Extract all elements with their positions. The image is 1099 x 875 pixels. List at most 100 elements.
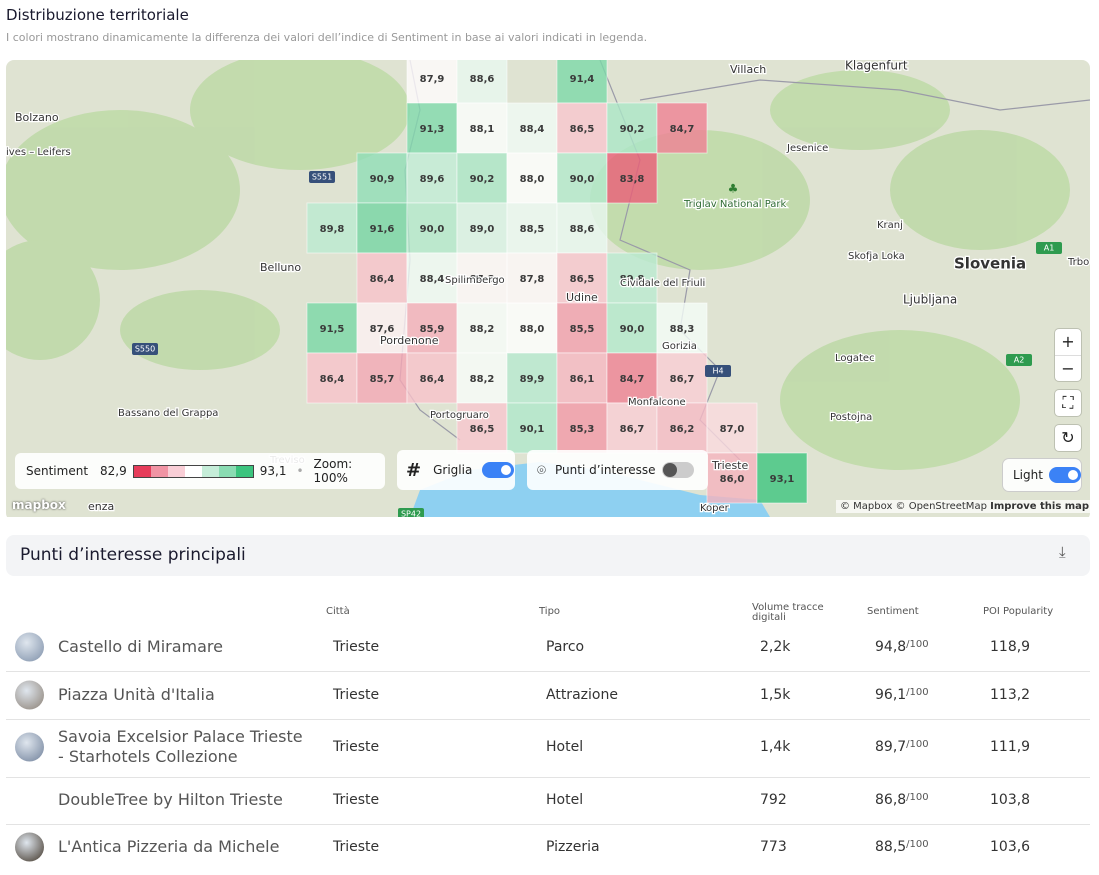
road-label: H4: [712, 367, 723, 376]
subtitle: I colori mostrano dinamicamente la diffe…: [6, 31, 648, 44]
grid-value: 91,4: [570, 74, 595, 85]
grid-value: 87,9: [420, 74, 445, 85]
popularity-value: 111,9: [990, 739, 1031, 755]
sentiment-value: 88,5: [875, 839, 907, 855]
grid-value: 88,3: [670, 324, 695, 335]
place-label: Jesenice: [786, 143, 828, 154]
popularity: 103,8: [990, 792, 1030, 808]
legend-swatch: [218, 465, 236, 477]
section-header: Punti d’interesse principali ⤓: [6, 535, 1090, 576]
place-label: ives – Leifers: [6, 147, 71, 158]
grid-label: Griglia: [433, 463, 473, 477]
row-divider: [6, 719, 1090, 720]
grid-cell: [356, 152, 408, 204]
grid-toggle-panel[interactable]: # Griglia: [397, 450, 515, 490]
grid-toggle[interactable]: [482, 462, 515, 478]
improve-link[interactable]: Improve this map: [990, 501, 1090, 512]
popularity-value: 113,2: [990, 687, 1031, 703]
poi-name: DoubleTree by Hilton Trieste: [58, 790, 283, 809]
grid-value: 83,8: [620, 174, 645, 185]
city: Trieste: [333, 639, 379, 655]
type: Hotel: [546, 792, 583, 808]
poi-toggle-panel[interactable]: ⌾ Punti d’interesse: [527, 450, 708, 490]
sentiment-value: 96,1: [875, 687, 907, 703]
grid-value: 86,1: [570, 374, 595, 385]
grid-value: 87,8: [470, 274, 495, 285]
grid-cell: [356, 302, 408, 354]
column-header: POI Popularity: [983, 606, 1054, 617]
zoom-level: Zoom: 100%: [313, 457, 353, 485]
grid-value: 88,1: [470, 124, 495, 135]
zoom-in[interactable]: +: [1055, 329, 1081, 356]
poi-label: Punti d’interesse: [555, 463, 656, 477]
grid-cell: [306, 302, 358, 354]
grid-value: 88,4: [420, 274, 445, 285]
legend: Sentiment 82,9 93,1 • Zoom: 100%: [15, 453, 385, 489]
zoom-controls: + −: [1055, 329, 1081, 381]
grid-value: 84,7: [620, 374, 645, 385]
grid-cell: [656, 352, 708, 404]
legend-min: 82,9: [100, 464, 127, 478]
type: Hotel: [546, 739, 583, 755]
place-label: Villach: [730, 63, 766, 76]
map[interactable]: 87,9 88,6 91,4 91,3 88,1 88,4 86,5 90,2 84,7 90,9…: [6, 60, 1090, 521]
thumbnail: [15, 632, 44, 662]
sentiment: 94,8/100: [875, 639, 929, 655]
grid-cell: [656, 402, 708, 454]
grid-cell: [456, 102, 508, 154]
legend-swatch: [133, 465, 151, 477]
grid-value: 87,8: [520, 274, 545, 285]
place-label: Monfalcone: [628, 397, 686, 408]
column-header: Tipo: [539, 606, 561, 617]
grid-value: 88,0: [520, 324, 545, 335]
type-value: Parco: [546, 639, 585, 655]
theme-panel[interactable]: Light: [1003, 459, 1081, 491]
row-divider: [6, 777, 1090, 778]
legend-swatch: [167, 465, 185, 477]
type-value: Attrazione: [546, 687, 618, 703]
grid-value: 93,1: [770, 474, 795, 485]
grid-value: 85,9: [420, 324, 445, 335]
type-value: Hotel: [546, 739, 584, 755]
grid-value: 86,5: [470, 424, 495, 435]
grid-cell: [456, 252, 508, 304]
city: Trieste: [333, 739, 379, 755]
grid-value: 88,2: [470, 324, 495, 335]
grid-cell: [506, 152, 558, 204]
grid-cell: [356, 202, 408, 254]
grid-value: 89,8: [320, 224, 345, 235]
terrain: [6, 60, 1070, 470]
place-label: Trbo: [1067, 257, 1089, 268]
city: Trieste: [333, 792, 379, 808]
grid-cell: [406, 152, 458, 204]
sentiment-scale: /100: [906, 839, 929, 850]
legend-swatch: [235, 465, 253, 477]
poi-toggle[interactable]: [661, 462, 694, 478]
grid-value: 90,0: [620, 324, 645, 335]
volume-value: 773: [760, 839, 787, 855]
place-label: Ljubljana: [903, 293, 957, 307]
road-shield: [132, 343, 158, 355]
grid-value: 91,6: [370, 224, 395, 235]
place-label: Logatec: [835, 353, 875, 364]
place-label: Trieste: [711, 459, 748, 472]
column-header: Sentiment: [867, 606, 919, 617]
theme-toggle[interactable]: [1048, 467, 1081, 483]
road-label: S551: [312, 173, 332, 182]
place-label: Skofja Loka: [848, 251, 905, 262]
grid-value: 90,1: [520, 424, 545, 435]
place-label: Spilimbergo: [445, 275, 505, 286]
type: Attrazione: [546, 687, 618, 703]
grid-value: 88,4: [520, 124, 545, 135]
reset-button[interactable]: ↻: [1055, 425, 1081, 451]
grid-value: 86,5: [570, 274, 595, 285]
grid-value: 85,3: [570, 424, 595, 435]
city: Trieste: [333, 687, 379, 703]
fullscreen-button[interactable]: ⛶: [1055, 390, 1081, 416]
download-button[interactable]: ⤓: [1059, 543, 1066, 561]
column-header: Città: [326, 606, 350, 617]
zoom-out[interactable]: −: [1061, 359, 1075, 378]
city: Trieste: [333, 839, 379, 855]
road-label: A2: [1014, 356, 1025, 365]
grid-value: 86,4: [370, 274, 395, 285]
